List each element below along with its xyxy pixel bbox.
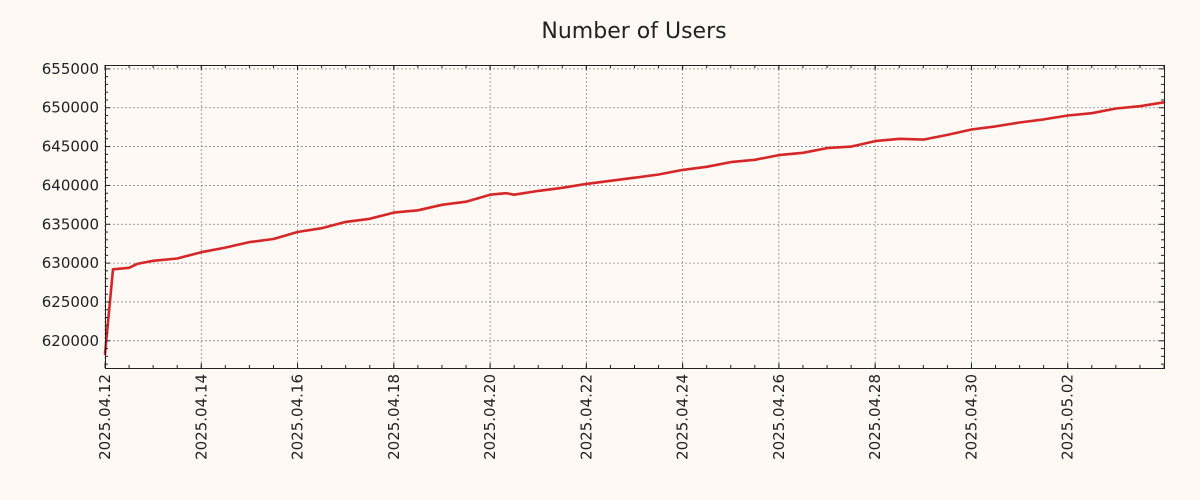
x-tick-label: 2025.04.16 — [289, 374, 307, 460]
x-tick-label: 2025.04.30 — [962, 374, 980, 460]
series-layer — [103, 101, 1166, 356]
axes: 620000 625000 630000 635000 640000 645000 6500… — [42, 60, 1165, 460]
y-tick-label: 630000 — [42, 254, 99, 272]
x-tick-label: 2025.04.20 — [481, 374, 499, 460]
y-tick-label: 645000 — [42, 138, 99, 156]
y-tick-label: 655000 — [42, 60, 99, 78]
y-tick-label: 625000 — [42, 293, 99, 311]
y-tick-label: 620000 — [42, 332, 99, 350]
x-tick-label: 2025.04.24 — [674, 374, 692, 460]
x-tick-label: 2025.04.12 — [96, 374, 114, 460]
y-tick-label: 635000 — [42, 215, 99, 233]
grid — [104, 65, 1164, 368]
plot-frame — [105, 65, 1165, 369]
series-line-0 — [103, 101, 1166, 356]
x-tick-label: 2025.04.14 — [192, 374, 210, 460]
chart-title: Number of Users — [541, 19, 726, 44]
x-tick-label: 2025.04.28 — [866, 374, 884, 460]
x-tick-label: 2025.04.18 — [385, 374, 403, 460]
x-tick-label: 2025.04.22 — [577, 374, 595, 460]
x-tick-label: 2025.04.26 — [770, 374, 788, 460]
y-tick-label: 640000 — [42, 176, 99, 194]
x-tick-label: 2025.05.02 — [1059, 374, 1077, 460]
y-tick-label: 650000 — [42, 99, 99, 117]
